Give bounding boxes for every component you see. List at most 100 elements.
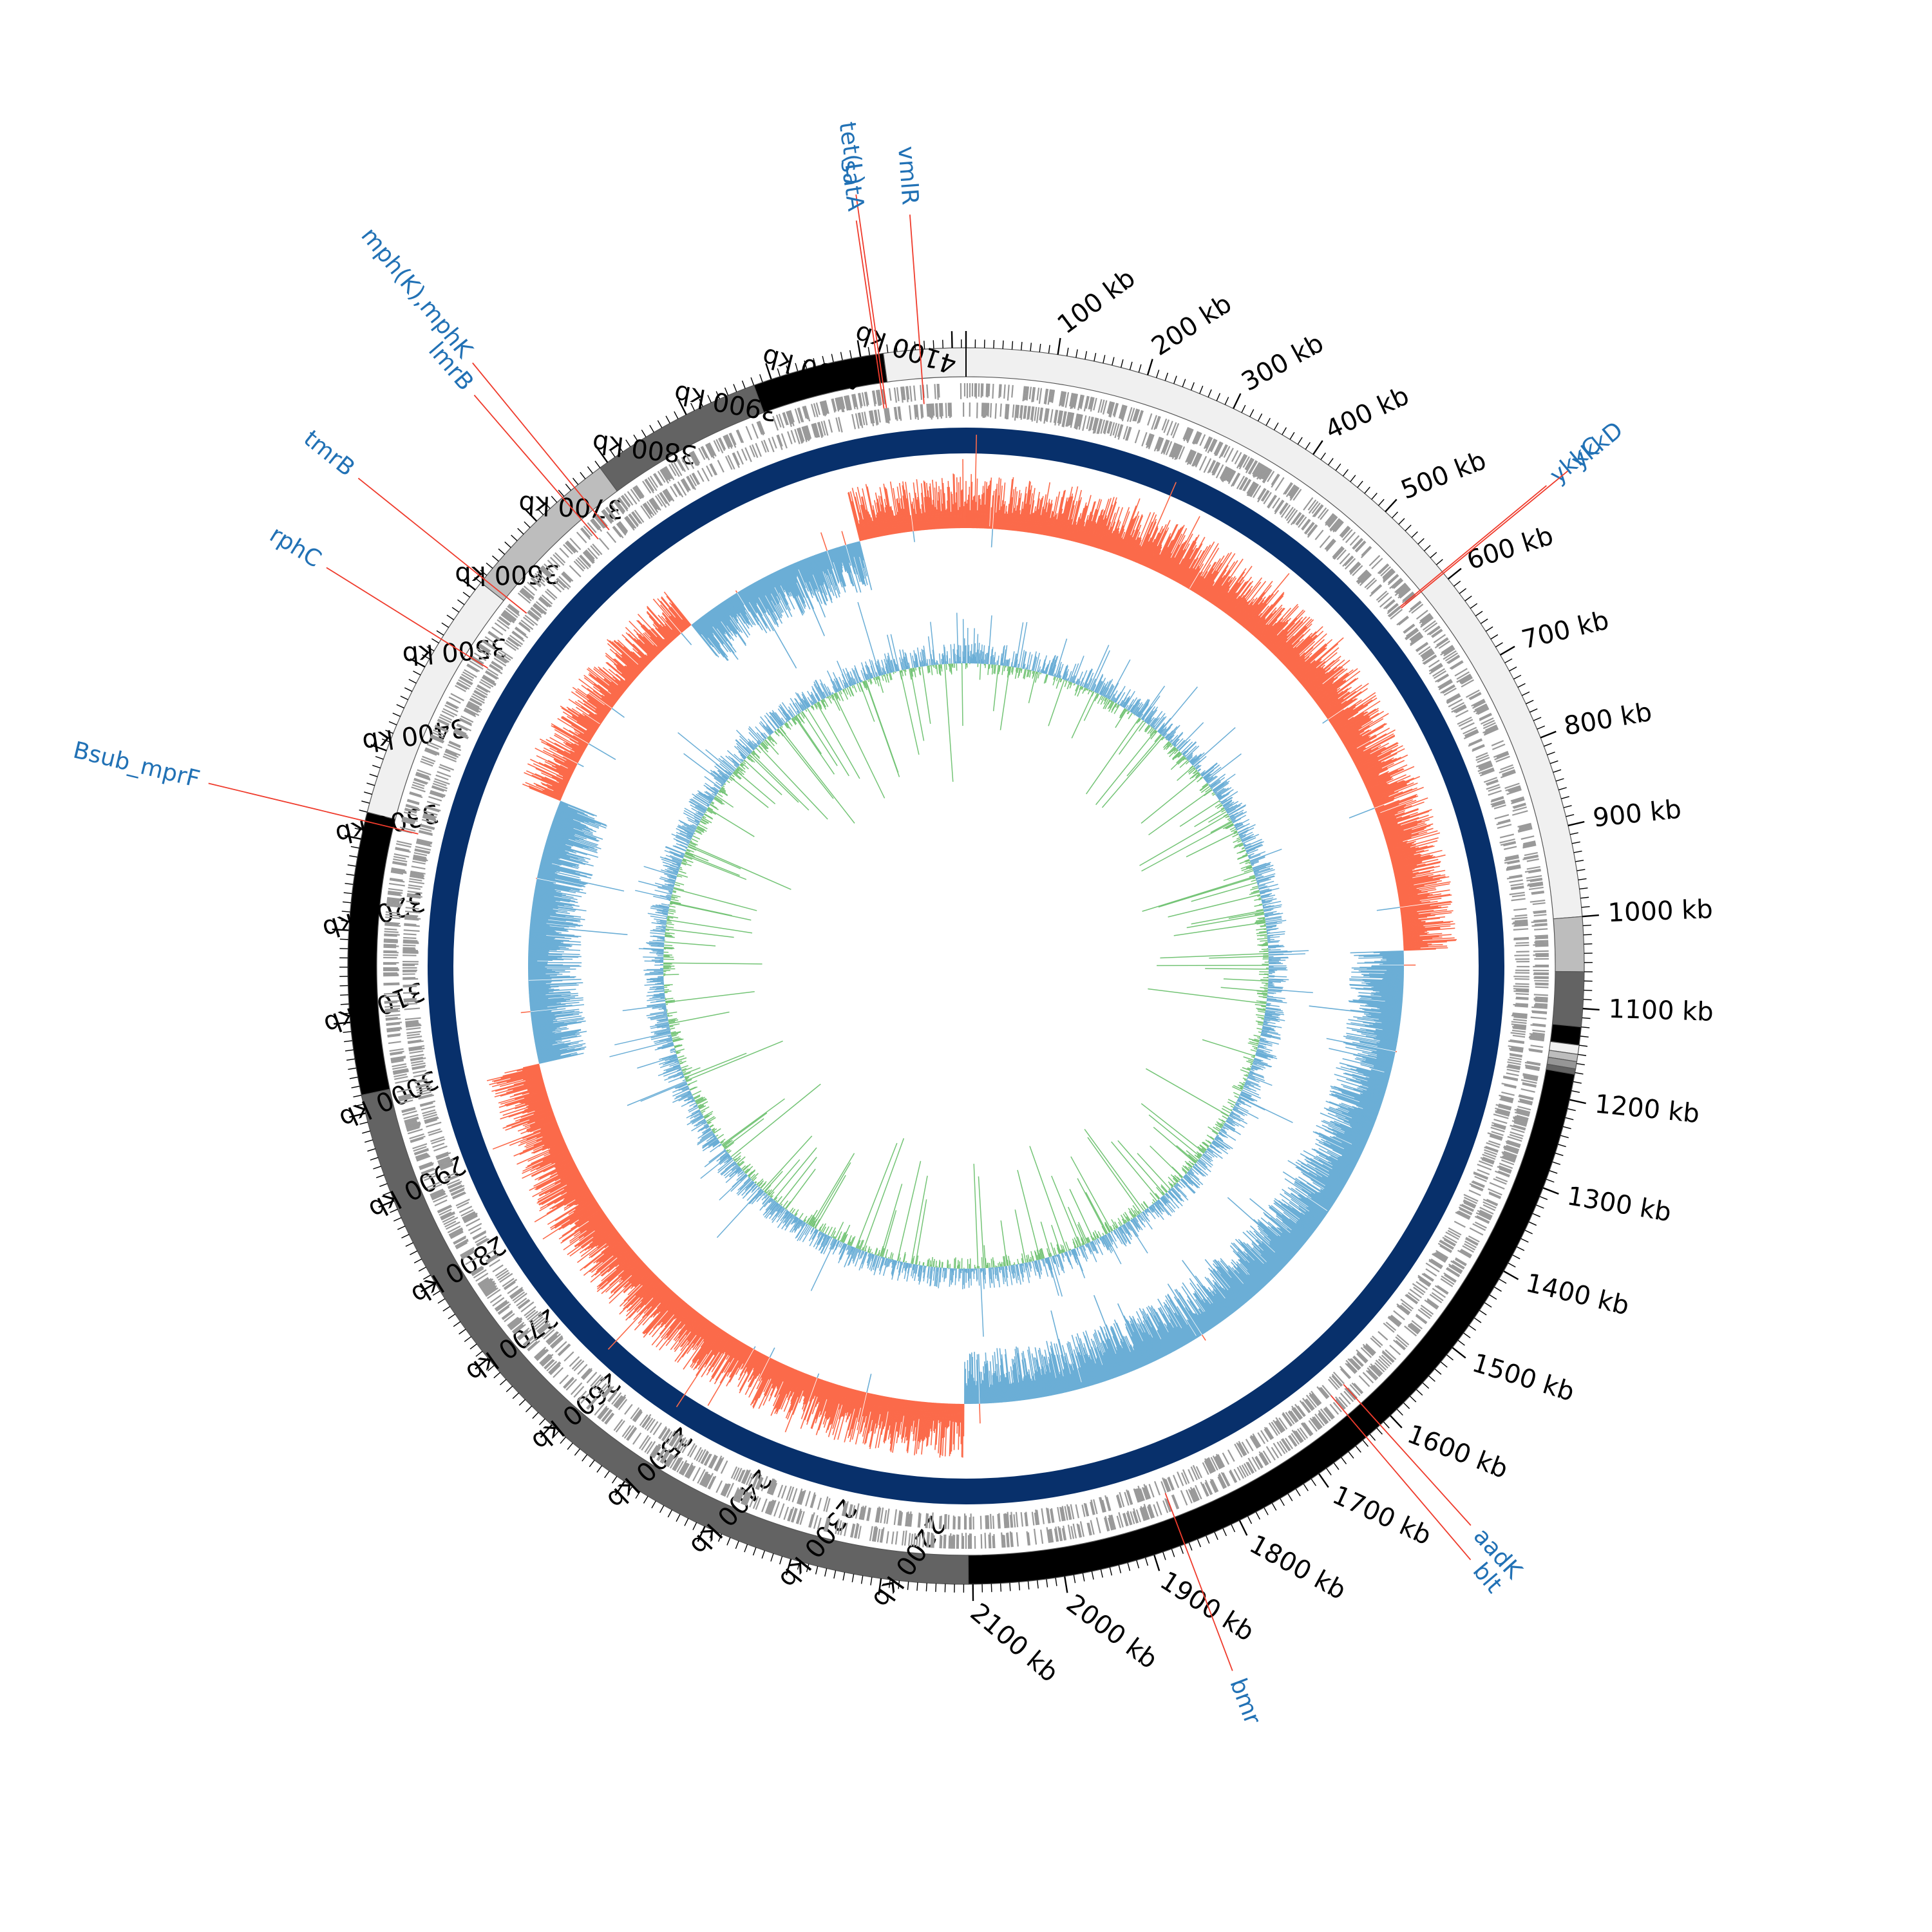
cds-feature bbox=[1533, 910, 1547, 913]
tick-mark bbox=[1430, 552, 1437, 558]
cds-feature bbox=[705, 444, 713, 458]
cds-feature bbox=[1513, 804, 1526, 809]
cds-feature bbox=[1074, 393, 1079, 409]
cds-feature bbox=[618, 498, 629, 512]
cds-feature bbox=[1378, 1331, 1388, 1341]
cds-feature bbox=[478, 645, 491, 656]
cds-feature bbox=[823, 1517, 829, 1532]
cds-feature bbox=[1404, 1325, 1417, 1337]
cds-feature bbox=[482, 639, 495, 649]
cds-feature bbox=[450, 1229, 464, 1238]
tick-mark bbox=[842, 1572, 846, 1581]
tick-mark bbox=[474, 577, 482, 583]
cds-feature bbox=[539, 568, 551, 579]
cds-feature bbox=[752, 1495, 759, 1510]
cds-feature bbox=[1133, 408, 1139, 422]
cds-feature bbox=[647, 477, 658, 491]
cds-feature bbox=[756, 421, 763, 435]
cds-feature bbox=[1263, 469, 1273, 484]
tick-mark bbox=[752, 1547, 757, 1556]
cds-feature bbox=[1535, 942, 1549, 945]
cds-feature bbox=[661, 1452, 670, 1464]
cds-feature bbox=[1468, 739, 1483, 747]
cds-feature bbox=[681, 1463, 689, 1475]
cds-feature bbox=[450, 1231, 464, 1239]
cds-feature bbox=[1529, 1036, 1545, 1039]
cds-feature bbox=[790, 430, 796, 443]
cds-feature bbox=[457, 1202, 469, 1209]
cds-feature bbox=[1199, 434, 1206, 446]
cds-feature bbox=[1009, 1531, 1012, 1548]
tick-mark bbox=[366, 782, 375, 786]
cds-feature bbox=[1026, 386, 1030, 401]
cds-feature bbox=[464, 668, 477, 678]
contig-ring bbox=[347, 347, 1585, 1585]
cds-feature bbox=[1432, 668, 1445, 677]
contig-segment bbox=[1553, 916, 1585, 972]
tick-mark bbox=[1549, 760, 1558, 764]
cds-feature bbox=[1065, 392, 1070, 408]
cds-feature bbox=[405, 1121, 421, 1127]
cds-feature bbox=[1224, 468, 1232, 482]
cds-feature bbox=[1061, 391, 1066, 407]
cds-feature bbox=[1410, 636, 1424, 647]
cds-feature bbox=[997, 1513, 999, 1529]
cds-feature bbox=[1111, 1514, 1117, 1530]
cds-feature bbox=[1531, 920, 1548, 923]
cds-feature bbox=[405, 805, 421, 811]
tick-mark bbox=[361, 800, 370, 804]
cds-feature bbox=[384, 1009, 399, 1012]
cds-feature bbox=[396, 840, 412, 846]
cds-feature bbox=[948, 1535, 951, 1549]
cds-feature bbox=[431, 732, 444, 739]
cds-feature bbox=[1446, 654, 1460, 664]
cds-feature bbox=[434, 725, 448, 733]
cds-feature bbox=[1194, 453, 1202, 466]
cds-feature bbox=[1271, 473, 1280, 486]
cds-feature bbox=[873, 1526, 877, 1542]
cds-feature bbox=[426, 1182, 440, 1189]
cds-feature bbox=[741, 1491, 748, 1504]
cds-feature bbox=[1519, 1094, 1534, 1099]
cds-feature bbox=[1398, 616, 1409, 626]
cds-feature bbox=[421, 1105, 435, 1111]
cds-feature bbox=[720, 1460, 728, 1474]
tick-mark bbox=[551, 495, 558, 503]
cds-feature bbox=[1077, 414, 1082, 427]
cds-feature bbox=[1244, 479, 1252, 491]
cds-feature bbox=[497, 619, 510, 629]
cds-feature bbox=[1393, 580, 1404, 589]
tick-mark bbox=[589, 1459, 595, 1468]
cds-feature bbox=[1155, 437, 1162, 450]
tick-mark bbox=[1580, 896, 1589, 899]
cds-feature bbox=[440, 1211, 452, 1218]
cds-feature bbox=[1379, 596, 1392, 608]
cds-feature bbox=[1305, 522, 1315, 535]
cds-feature bbox=[411, 1062, 426, 1066]
cds-feature bbox=[557, 1343, 570, 1356]
contig-segment bbox=[347, 811, 396, 1096]
cds-feature bbox=[388, 1041, 401, 1045]
tick-mark bbox=[1094, 352, 1097, 361]
cds-feature bbox=[389, 878, 405, 883]
cds-feature bbox=[665, 466, 675, 480]
tick-mark bbox=[1516, 1246, 1525, 1251]
cds-feature bbox=[460, 1248, 475, 1258]
cds-feature bbox=[1166, 421, 1173, 436]
cds-feature bbox=[1307, 525, 1318, 538]
cds-feature bbox=[385, 916, 401, 920]
tick-mark bbox=[524, 508, 538, 522]
cds-feature bbox=[706, 443, 715, 459]
cds-feature bbox=[1503, 1146, 1519, 1153]
tick-mark bbox=[341, 920, 350, 922]
cds-feature bbox=[1209, 439, 1217, 451]
cds-feature bbox=[1285, 508, 1296, 522]
cds-feature bbox=[944, 1534, 947, 1549]
cds-feature bbox=[1302, 519, 1311, 531]
cds-feature bbox=[450, 693, 464, 701]
cds-feature bbox=[522, 587, 535, 599]
cds-feature bbox=[987, 402, 990, 417]
tick-mark bbox=[1552, 1161, 1561, 1165]
cds-feature bbox=[1125, 426, 1131, 441]
cds-feature bbox=[916, 404, 919, 421]
